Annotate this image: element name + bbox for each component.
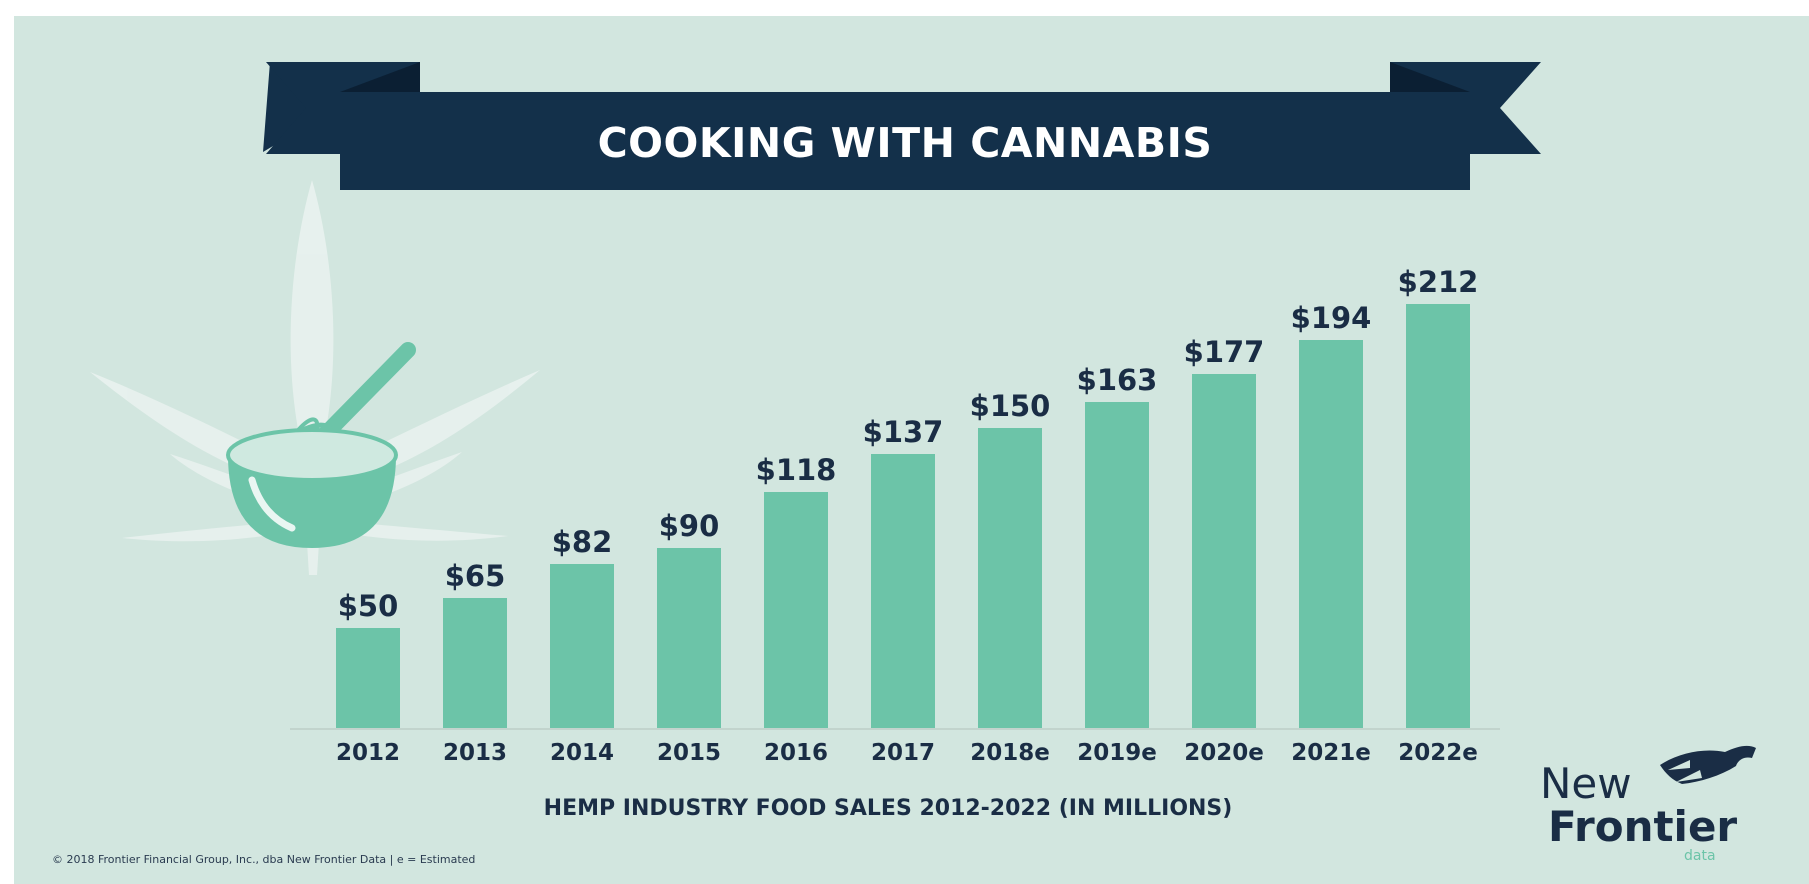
chart-title: COOKING WITH CANNABIS bbox=[598, 119, 1213, 167]
category-label-2012: 2012 bbox=[336, 740, 400, 766]
mixing-bowl-icon bbox=[226, 342, 416, 548]
value-label-2015: $90 bbox=[659, 509, 720, 543]
category-label-2022e: 2022e bbox=[1398, 740, 1478, 766]
category-label-2020e: 2020e bbox=[1184, 740, 1264, 766]
new-frontier-logo: New Frontier data bbox=[1540, 745, 1756, 864]
banner-left-fold bbox=[340, 62, 420, 92]
bar-2020e bbox=[1192, 374, 1256, 728]
footer-credit: © 2018 Frontier Financial Group, Inc., d… bbox=[52, 853, 475, 866]
bar-2017 bbox=[871, 454, 935, 728]
title-banner: COOKING WITH CANNABIS bbox=[263, 62, 1541, 190]
bar-2013 bbox=[443, 598, 507, 728]
banner-main bbox=[340, 92, 1470, 190]
category-label-2016: 2016 bbox=[764, 740, 828, 766]
value-label-2017: $137 bbox=[863, 415, 944, 449]
logo-line-new: New bbox=[1540, 759, 1632, 808]
value-label-2018e: $150 bbox=[970, 389, 1051, 423]
bar-2016 bbox=[764, 492, 828, 728]
value-label-2019e: $163 bbox=[1077, 363, 1158, 397]
category-label-2019e: 2019e bbox=[1077, 740, 1157, 766]
bars-group: $50 2012 $65 2013 $82 2014 $90 2015 $118 2016 $137… bbox=[336, 265, 1478, 766]
value-label-2013: $65 bbox=[445, 559, 506, 593]
category-label-2021e: 2021e bbox=[1291, 740, 1371, 766]
bar-2018e bbox=[978, 428, 1042, 728]
bar-2022e bbox=[1406, 304, 1470, 728]
category-label-2015: 2015 bbox=[657, 740, 721, 766]
value-label-2016: $118 bbox=[756, 453, 837, 487]
category-label-2017: 2017 bbox=[871, 740, 935, 766]
logo-line-data: data bbox=[1684, 848, 1716, 864]
logo-line-frontier: Frontier bbox=[1548, 802, 1737, 851]
horse-icon bbox=[1660, 745, 1756, 784]
bar-2012 bbox=[336, 628, 400, 728]
value-label-2014: $82 bbox=[552, 525, 613, 559]
x-axis-label: HEMP INDUSTRY FOOD SALES 2012-2022 (IN M… bbox=[544, 796, 1233, 821]
value-label-2012: $50 bbox=[338, 589, 399, 623]
value-label-2020e: $177 bbox=[1184, 335, 1265, 369]
bar-2015 bbox=[657, 548, 721, 728]
banner-right-fold bbox=[1390, 62, 1470, 92]
category-label-2014: 2014 bbox=[550, 740, 614, 766]
bar-2014 bbox=[550, 564, 614, 728]
category-label-2013: 2013 bbox=[443, 740, 507, 766]
category-label-2018e: 2018e bbox=[970, 740, 1050, 766]
value-label-2022e: $212 bbox=[1398, 265, 1479, 299]
bar-2019e bbox=[1085, 402, 1149, 728]
value-label-2021e: $194 bbox=[1291, 301, 1372, 335]
bar-2021e bbox=[1299, 340, 1363, 728]
